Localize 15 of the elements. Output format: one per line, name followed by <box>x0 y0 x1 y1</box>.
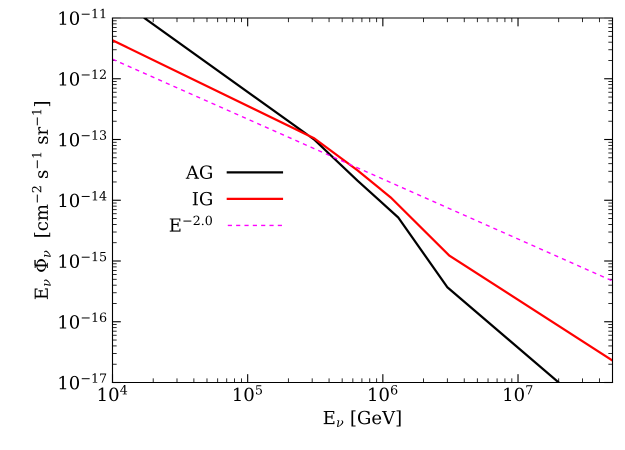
text: E$_{ν}$ Φ̄$_{ν}$ [cm$^{−2}$ s$^{−1}$ sr$^{−1}$] <box>32 102 51 300</box>
x-tick-label: 10$^{7}$ <box>504 385 532 402</box>
legend-label: IG <box>192 192 212 206</box>
x-tick-label: 10$^{5}$ <box>234 385 262 402</box>
y-tick-label: 10$^{−15}$ <box>59 252 106 268</box>
x-tick-label: 10$^{4}$ <box>98 385 128 402</box>
x-axis-title: E$_{ν}$ [GeV] <box>324 410 401 427</box>
legend-label: E$^{−2.0}$ <box>170 216 212 232</box>
y-tick-label: 10$^{−14}$ <box>59 191 106 208</box>
legend-label: AG <box>186 165 212 179</box>
y-tick-label: 10$^{−12}$ <box>59 70 106 86</box>
x-tick-label: 10$^{6}$ <box>369 385 398 402</box>
y-tick-label: 10$^{−13}$ <box>59 130 106 146</box>
y-tick-label: 10$^{−16}$ <box>59 312 106 329</box>
y-tick-label: 10$^{−11}$ <box>59 8 106 25</box>
